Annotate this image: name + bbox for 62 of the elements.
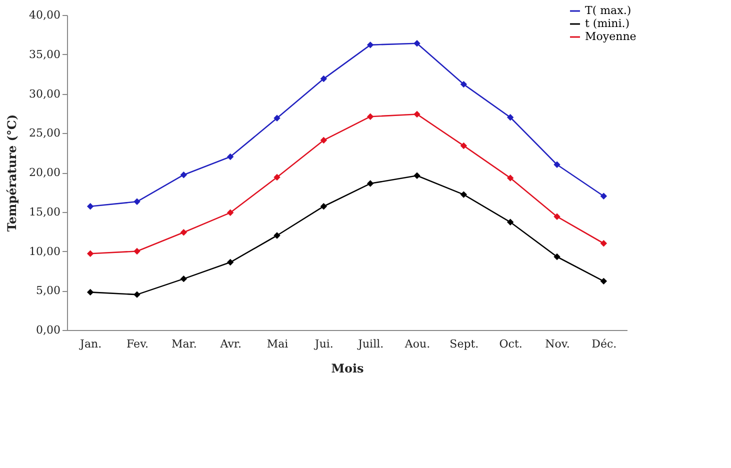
y-tick-label: 25,00 bbox=[29, 126, 60, 140]
point bbox=[554, 253, 560, 260]
point bbox=[134, 198, 140, 205]
point bbox=[414, 40, 420, 47]
point bbox=[506, 218, 514, 226]
y-tick-label: 30,00 bbox=[29, 87, 60, 100]
point bbox=[86, 203, 94, 210]
point bbox=[460, 80, 468, 88]
point bbox=[180, 172, 188, 178]
y-axis-title: Température (°C) bbox=[5, 114, 20, 232]
point bbox=[414, 110, 420, 118]
x-tick-label: Juill. bbox=[357, 338, 384, 350]
point bbox=[86, 288, 94, 296]
point bbox=[320, 75, 328, 82]
point bbox=[320, 203, 328, 210]
y-tick-label: 40,00 bbox=[29, 8, 60, 22]
x-tick-label: Mai bbox=[266, 338, 289, 350]
point bbox=[506, 114, 514, 121]
y-tick-label: 20,00 bbox=[29, 166, 60, 179]
x-axis-title: Mois bbox=[331, 362, 364, 376]
point bbox=[460, 142, 468, 150]
y-tick-label: 10,00 bbox=[29, 244, 60, 258]
x-tick-label: Jan. bbox=[79, 338, 102, 350]
x-tick-label: Fev. bbox=[126, 338, 148, 350]
point bbox=[600, 278, 608, 285]
point bbox=[460, 191, 468, 198]
x-tick-label: Nov. bbox=[545, 338, 570, 350]
point bbox=[274, 114, 280, 122]
x-tick-label: Aou. bbox=[404, 338, 430, 350]
point bbox=[274, 174, 280, 181]
y-tick-label: 35,00 bbox=[29, 48, 60, 61]
legend-label: Moyenne bbox=[585, 30, 636, 43]
point bbox=[226, 209, 234, 216]
point bbox=[600, 192, 608, 200]
point bbox=[180, 275, 188, 282]
point bbox=[366, 42, 374, 48]
point bbox=[366, 113, 374, 120]
point bbox=[134, 291, 140, 298]
legend-label: t (mini.) bbox=[585, 17, 630, 30]
point bbox=[414, 172, 420, 180]
y-tick-label: 0,00 bbox=[36, 324, 60, 336]
point bbox=[506, 174, 514, 182]
y-tick-label: 15,00 bbox=[29, 205, 60, 218]
point bbox=[274, 232, 280, 239]
x-tick-label: Jui. bbox=[314, 338, 334, 350]
point bbox=[320, 136, 328, 144]
point bbox=[226, 153, 234, 160]
point bbox=[600, 240, 608, 247]
point bbox=[366, 180, 374, 187]
point bbox=[554, 213, 560, 220]
x-tick-label: Mar. bbox=[171, 338, 197, 350]
x-tick-label: Oct. bbox=[499, 338, 522, 350]
point bbox=[554, 161, 560, 168]
point bbox=[180, 228, 188, 236]
legend-label: T( max.) bbox=[585, 4, 632, 17]
x-tick-label: Sept. bbox=[450, 338, 479, 350]
point bbox=[226, 258, 234, 266]
x-tick-label: Déc. bbox=[592, 338, 617, 350]
point bbox=[134, 248, 140, 255]
x-tick-label: Avr. bbox=[219, 338, 242, 350]
point bbox=[86, 250, 94, 257]
y-tick-label: 5,00 bbox=[36, 284, 60, 298]
